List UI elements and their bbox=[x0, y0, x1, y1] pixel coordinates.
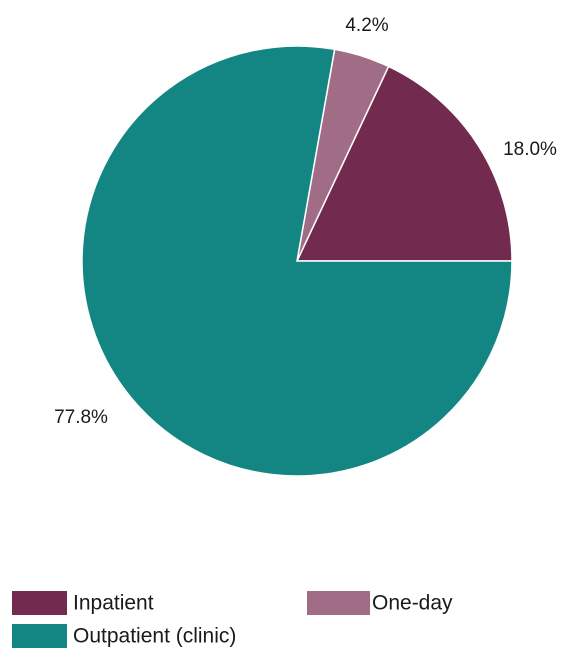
pie-slice-inpatient bbox=[295, 65, 513, 262]
data-label-outpatient: 77.8% bbox=[54, 407, 108, 428]
legend-label-inpatient: Inpatient bbox=[73, 592, 154, 615]
legend: Inpatient One-day Outpatient (clinic) bbox=[12, 591, 453, 648]
legend-swatch-inpatient bbox=[12, 591, 67, 615]
legend-swatch-one-day bbox=[307, 591, 370, 615]
legend-label-one-day: One-day bbox=[372, 592, 453, 615]
data-label-inpatient: 18.0% bbox=[503, 139, 557, 160]
legend-swatch-outpatient bbox=[12, 624, 67, 648]
legend-label-outpatient: Outpatient (clinic) bbox=[73, 625, 236, 648]
data-label-one-day: 4.2% bbox=[345, 15, 388, 36]
pie-slice-outpatient-clinic bbox=[81, 45, 513, 477]
pie-slices bbox=[81, 45, 513, 477]
